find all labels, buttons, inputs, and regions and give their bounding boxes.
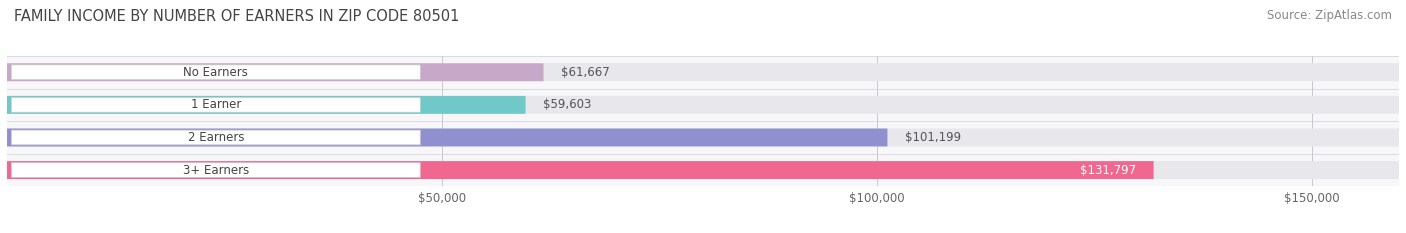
FancyBboxPatch shape [7, 161, 1399, 179]
Text: $61,667: $61,667 [561, 66, 610, 79]
FancyBboxPatch shape [11, 97, 420, 112]
FancyBboxPatch shape [7, 129, 1399, 147]
FancyBboxPatch shape [7, 63, 1399, 81]
FancyBboxPatch shape [7, 96, 526, 114]
Text: Source: ZipAtlas.com: Source: ZipAtlas.com [1267, 9, 1392, 22]
FancyBboxPatch shape [7, 63, 544, 81]
Text: No Earners: No Earners [183, 66, 249, 79]
Text: 1 Earner: 1 Earner [191, 98, 240, 111]
FancyBboxPatch shape [11, 163, 420, 178]
FancyBboxPatch shape [11, 130, 420, 145]
FancyBboxPatch shape [7, 96, 1399, 114]
FancyBboxPatch shape [11, 65, 420, 80]
FancyBboxPatch shape [7, 129, 887, 147]
Text: 2 Earners: 2 Earners [187, 131, 245, 144]
Text: FAMILY INCOME BY NUMBER OF EARNERS IN ZIP CODE 80501: FAMILY INCOME BY NUMBER OF EARNERS IN ZI… [14, 9, 460, 24]
FancyBboxPatch shape [7, 161, 1153, 179]
Text: $59,603: $59,603 [543, 98, 592, 111]
Text: $101,199: $101,199 [905, 131, 960, 144]
Text: 3+ Earners: 3+ Earners [183, 164, 249, 177]
Text: $131,797: $131,797 [1080, 164, 1136, 177]
